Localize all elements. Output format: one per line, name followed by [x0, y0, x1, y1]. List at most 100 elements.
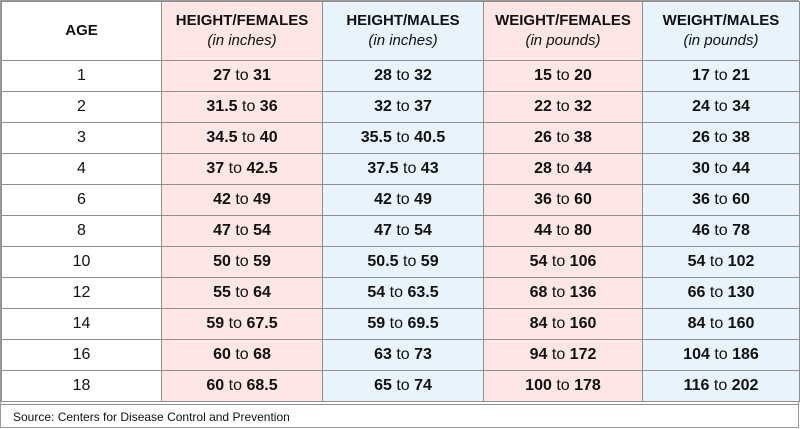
weight-males-max: 130	[727, 284, 755, 301]
height-males-cell: 47 to 54	[322, 215, 484, 247]
weight-males-max: 160	[727, 315, 755, 332]
height-females-cell: 42 to 49	[161, 184, 323, 216]
weight-females-cell: 22 to 32	[483, 91, 643, 123]
age-cell: 8	[1, 215, 162, 247]
height-females-cell: 55 to 64	[161, 277, 323, 309]
height-males-max: 32	[414, 67, 432, 84]
range-connector: to	[556, 222, 570, 239]
height-females-cell: 60 to 68	[161, 339, 323, 371]
height-males-min: 42	[374, 191, 392, 208]
weight-females-min: 36	[534, 191, 552, 208]
height-males-min: 37.5	[367, 160, 399, 177]
weight-females-min: 26	[534, 129, 552, 146]
header-weight-males-title: WEIGHT/MALES	[662, 12, 780, 29]
weight-males-max: 202	[731, 377, 759, 394]
height-males-min: 65	[374, 377, 392, 394]
range-connector: to	[551, 253, 566, 270]
range-connector: to	[235, 253, 249, 270]
height-females-min: 55	[213, 284, 231, 301]
range-connector: to	[714, 191, 728, 208]
weight-males-min: 36	[692, 191, 710, 208]
range-connector: to	[714, 222, 728, 239]
table-row: 1 27 to 31 28 to 32 15 to 20 17 to 21	[1, 60, 800, 92]
range-connector: to	[396, 377, 410, 394]
range-connector: to	[551, 284, 566, 301]
weight-females-max: 178	[574, 377, 601, 394]
weight-females-cell: 28 to 44	[483, 153, 643, 185]
range-connector: to	[228, 160, 242, 177]
weight-males-cell: 30 to 44	[642, 153, 800, 185]
weight-males-max: 186	[732, 346, 759, 363]
header-age: AGE	[1, 1, 162, 61]
weight-females-cell: 100 to 178	[483, 370, 643, 402]
header-weight-males: WEIGHT/MALES (in pounds)	[642, 1, 800, 61]
height-females-cell: 47 to 54	[161, 215, 323, 247]
height-females-cell: 34.5 to 40	[161, 122, 323, 154]
header-weight-males-unit: (in pounds)	[683, 32, 759, 49]
range-connector: to	[396, 222, 410, 239]
weight-females-max: 38	[574, 129, 592, 146]
age-cell: 16	[1, 339, 162, 371]
weight-females-cell: 54 to 106	[483, 246, 643, 278]
age-cell: 18	[1, 370, 162, 402]
height-males-cell: 54 to 63.5	[322, 277, 484, 309]
height-females-max: 59	[253, 253, 271, 270]
weight-females-cell: 15 to 20	[483, 60, 643, 92]
age-cell: 12	[1, 277, 162, 309]
header-height-females: HEIGHT/FEMALES (in inches)	[161, 1, 323, 61]
weight-males-max: 34	[732, 98, 750, 115]
range-connector: to	[714, 67, 728, 84]
header-height-males-title: HEIGHT/MALES	[346, 12, 460, 29]
range-connector: to	[556, 67, 570, 84]
age-cell: 6	[1, 184, 162, 216]
height-females-max: 49	[253, 191, 271, 208]
height-males-min: 63	[374, 346, 392, 363]
height-males-max: 73	[414, 346, 432, 363]
weight-males-cell: 17 to 21	[642, 60, 800, 92]
range-connector: to	[551, 346, 566, 363]
weight-females-cell: 94 to 172	[483, 339, 643, 371]
weight-females-max: 20	[574, 67, 592, 84]
weight-males-max: 60	[732, 191, 750, 208]
range-connector: to	[242, 98, 256, 115]
range-connector: to	[709, 315, 724, 332]
growth-table: AGE HEIGHT/FEMALES (in inches) HEIGHT/MA…	[1, 1, 800, 402]
height-males-min: 28	[374, 67, 392, 84]
weight-males-min: 17	[692, 67, 710, 84]
height-females-min: 31.5	[206, 98, 238, 115]
header-height-males-unit: (in inches)	[368, 32, 438, 49]
range-connector: to	[396, 346, 410, 363]
height-females-cell: 60 to 68.5	[161, 370, 323, 402]
weight-males-min: 26	[692, 129, 710, 146]
table-row: 16 60 to 68 63 to 73 94 to 172 104 to 186	[1, 339, 800, 371]
header-weight-females: WEIGHT/FEMALES (in pounds)	[483, 1, 643, 61]
header-weight-females-title: WEIGHT/FEMALES	[495, 12, 631, 29]
height-females-min: 37	[206, 160, 225, 177]
range-connector: to	[713, 377, 728, 394]
range-connector: to	[235, 191, 249, 208]
weight-males-cell: 26 to 38	[642, 122, 800, 154]
range-connector: to	[556, 129, 570, 146]
range-connector: to	[389, 284, 403, 301]
table-row: 4 37 to 42.5 37.5 to 43 28 to 44 30 to 44	[1, 153, 800, 185]
range-connector: to	[556, 160, 570, 177]
range-connector: to	[403, 253, 417, 270]
weight-females-cell: 36 to 60	[483, 184, 643, 216]
table-row: 8 47 to 54 47 to 54 44 to 80 46 to 78	[1, 215, 800, 247]
weight-males-min: 54	[687, 253, 706, 270]
weight-males-cell: 36 to 60	[642, 184, 800, 216]
weight-females-cell: 84 to 160	[483, 308, 643, 340]
weight-females-cell: 26 to 38	[483, 122, 643, 154]
height-females-max: 40	[259, 129, 278, 146]
height-females-cell: 59 to 67.5	[161, 308, 323, 340]
height-females-max: 42.5	[246, 160, 278, 177]
weight-females-max: 32	[574, 98, 592, 115]
height-females-min: 34.5	[206, 129, 238, 146]
weight-females-min: 28	[534, 160, 552, 177]
weight-males-cell: 46 to 78	[642, 215, 800, 247]
range-connector: to	[714, 129, 728, 146]
table-row: 12 55 to 64 54 to 63.5 68 to 136 66 to 130	[1, 277, 800, 309]
height-females-max: 64	[253, 284, 271, 301]
height-females-max: 68	[253, 346, 271, 363]
